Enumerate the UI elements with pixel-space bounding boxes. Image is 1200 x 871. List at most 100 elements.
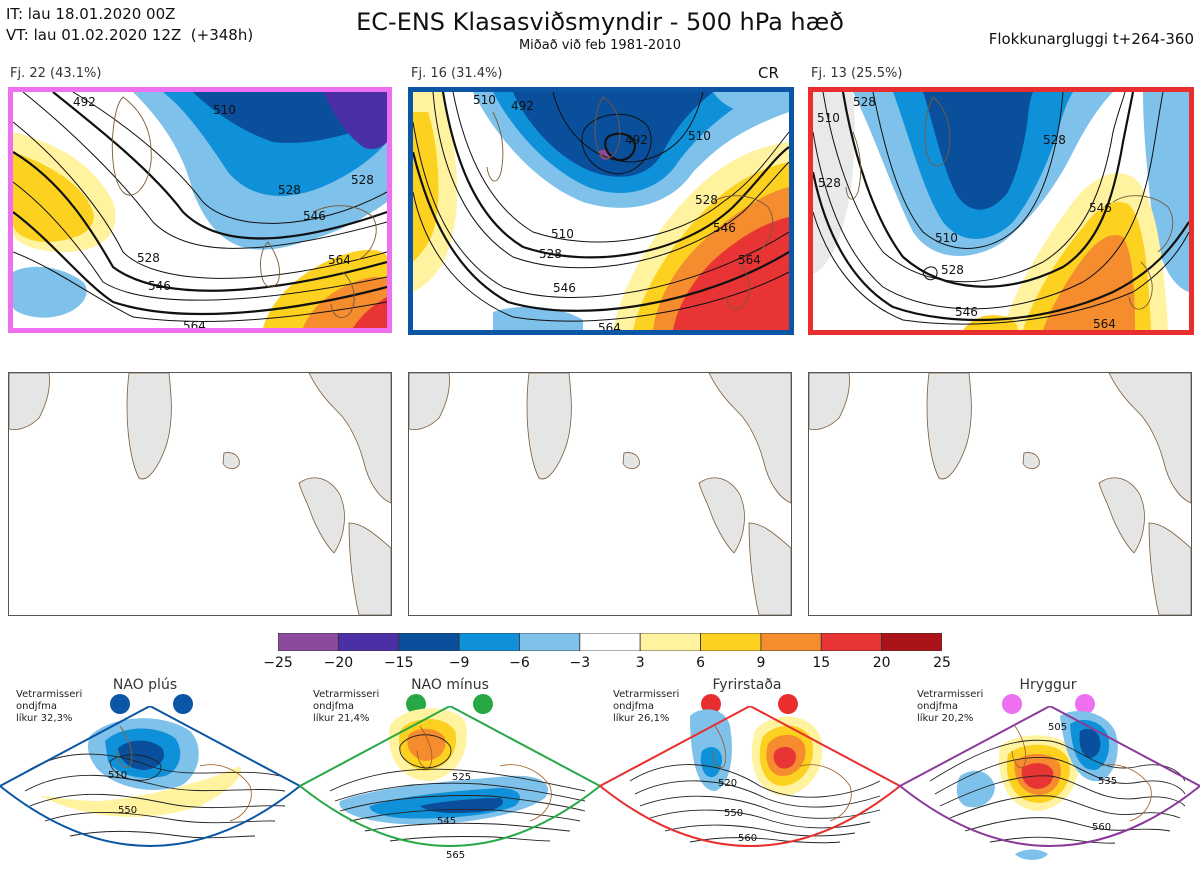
colorbar-segment bbox=[398, 632, 460, 652]
regime-3-map: 520 550 560 bbox=[598, 706, 902, 847]
negative-anomaly-shade bbox=[1079, 728, 1101, 758]
regime-3-name: Fyrirstaða bbox=[712, 677, 782, 693]
contour-label: 546 bbox=[148, 279, 171, 293]
negative-anomaly-shade bbox=[923, 92, 1033, 210]
page-title: EC-ENS Klasasviðsmyndir - 500 hPa hæð bbox=[356, 8, 844, 36]
regime-1-map: 510 550 bbox=[0, 706, 302, 847]
contour-label: 528 bbox=[137, 251, 160, 265]
colorbar-segment bbox=[337, 632, 400, 652]
colorbar-tick-label: 25 bbox=[933, 655, 951, 671]
regime-1-dot bbox=[110, 694, 130, 714]
regime-1-note: Vetrarmisseri ondjfma líkur 32,3% bbox=[16, 689, 83, 724]
contour-label: 528 bbox=[695, 193, 718, 207]
land-shape bbox=[409, 373, 791, 615]
cluster-2-label: Fj. 16 (31.4%) bbox=[411, 66, 503, 81]
regime-2-map: 525 545 565 bbox=[298, 706, 602, 861]
regime-contour-label: 560 bbox=[738, 833, 757, 844]
regime-4-map: 505 535 560 bbox=[898, 706, 1200, 860]
regime-2-dot bbox=[473, 694, 493, 714]
regime-contour-label: 520 bbox=[718, 778, 737, 789]
positive-anomaly-shade bbox=[13, 152, 94, 242]
colorbar-tick-label: −9 bbox=[448, 655, 470, 671]
regime-contour-label: 510 bbox=[108, 770, 127, 781]
coastline bbox=[845, 96, 1174, 310]
colorbar-svg bbox=[277, 632, 943, 652]
negative-anomaly-shade bbox=[713, 92, 789, 114]
colorbar-tick-label: −15 bbox=[383, 655, 414, 671]
regime-contour-label: 505 bbox=[1048, 722, 1067, 733]
cluster-1-map[interactable]: 492 510 528 528 546 564 528 546 564 bbox=[8, 87, 392, 333]
regime-contour-label: 565 bbox=[446, 850, 465, 861]
regime-3-note: Vetrarmisseri ondjfma líkur 26,1% bbox=[613, 689, 680, 724]
regime-contour-label: 525 bbox=[452, 772, 471, 783]
colorbar-segment bbox=[639, 632, 701, 652]
positive-anomaly-shade bbox=[40, 766, 241, 817]
cluster-2-map[interactable]: 510 492 492 510 528 510 546 564 528 546 … bbox=[408, 87, 794, 335]
contour-label: 510 bbox=[935, 231, 958, 245]
colorbar-segment bbox=[881, 632, 943, 652]
contour-label: 546 bbox=[303, 209, 326, 223]
regime-3-dot bbox=[701, 694, 721, 714]
coastline bbox=[486, 96, 774, 310]
negative-anomaly-shade bbox=[1015, 849, 1048, 860]
page-subtitle: Miðað við feb 1981-2010 bbox=[518, 38, 682, 53]
contour-label: 510 bbox=[473, 93, 496, 107]
regime-contour-label: 550 bbox=[118, 805, 137, 816]
contour-label: 528 bbox=[351, 173, 374, 187]
land-shape bbox=[9, 373, 391, 615]
positive-anomaly-shade bbox=[1043, 235, 1135, 330]
empty-map-3 bbox=[808, 372, 1192, 616]
colorbar-tick-label: −3 bbox=[569, 655, 591, 671]
init-time-label: IT: lau 18.01.2020 00Z bbox=[6, 5, 176, 23]
colorbar-tick-label: −20 bbox=[323, 655, 354, 671]
colorbar-segment bbox=[519, 632, 581, 652]
contour-label: 564 bbox=[1093, 317, 1116, 330]
contour-label: 510 bbox=[213, 103, 236, 117]
regime-2-dot bbox=[406, 694, 426, 714]
colorbar-segment bbox=[277, 632, 339, 652]
colorbar-tick-label: −25 bbox=[263, 655, 293, 671]
contour-label: 528 bbox=[941, 263, 964, 277]
contour-label: 510 bbox=[688, 129, 711, 143]
contour-label: 528 bbox=[1043, 133, 1066, 147]
contour-label: 492 bbox=[625, 133, 648, 147]
contour-label: 510 bbox=[817, 111, 840, 125]
positive-anomaly-shade bbox=[773, 746, 796, 769]
regime-4-note: Vetrarmisseri ondjfma líkur 20,2% bbox=[917, 689, 984, 724]
empty-map-1 bbox=[8, 372, 392, 616]
contour-label: 564 bbox=[598, 321, 621, 330]
negative-anomaly-shade bbox=[700, 747, 722, 778]
contour-label: 528 bbox=[539, 247, 562, 261]
contour-label: 528 bbox=[278, 183, 301, 197]
regime-contour-label: 560 bbox=[1092, 822, 1111, 833]
contour-label: 492 bbox=[73, 95, 96, 109]
colorbar-tick-label: 20 bbox=[872, 655, 891, 671]
coastline bbox=[111, 96, 377, 318]
regime-maps: 510 550 525 545 565 bbox=[0, 706, 1200, 861]
colorbar-tick-label: 6 bbox=[696, 655, 705, 671]
contour-label: 546 bbox=[955, 305, 978, 319]
cluster-1-label: Fj. 22 (43.1%) bbox=[10, 66, 102, 81]
strong-negative-shade bbox=[323, 92, 387, 150]
contour-label: 528 bbox=[853, 95, 876, 109]
contour-label: 546 bbox=[553, 281, 576, 295]
colorbar-segment bbox=[760, 632, 822, 652]
colorbar-tick-label: 3 bbox=[635, 655, 645, 671]
contour-label: 492 bbox=[511, 99, 534, 113]
regime-contour-label: 535 bbox=[1098, 776, 1117, 787]
colorbar bbox=[277, 632, 943, 652]
regime-1-dot bbox=[173, 694, 193, 714]
cluster-3-map[interactable]: 510 528 528 528 546 510 528 546 564 bbox=[808, 87, 1194, 335]
contour-label: 546 bbox=[713, 221, 736, 235]
contour-label: 564 bbox=[183, 319, 206, 328]
colorbar-segment bbox=[458, 632, 520, 652]
regime-4-dot bbox=[1002, 694, 1022, 714]
empty-map-2 bbox=[408, 372, 792, 616]
regime-2-name: NAO mínus bbox=[411, 677, 489, 693]
colorbar-tick-label: 9 bbox=[756, 655, 766, 671]
regime-4-name: Hryggur bbox=[1019, 677, 1077, 693]
regime-1-name: NAO plús bbox=[112, 677, 178, 693]
contour-label: 510 bbox=[551, 227, 574, 241]
colorbar-segment bbox=[579, 632, 641, 652]
positive-anomaly-shade bbox=[413, 112, 439, 262]
